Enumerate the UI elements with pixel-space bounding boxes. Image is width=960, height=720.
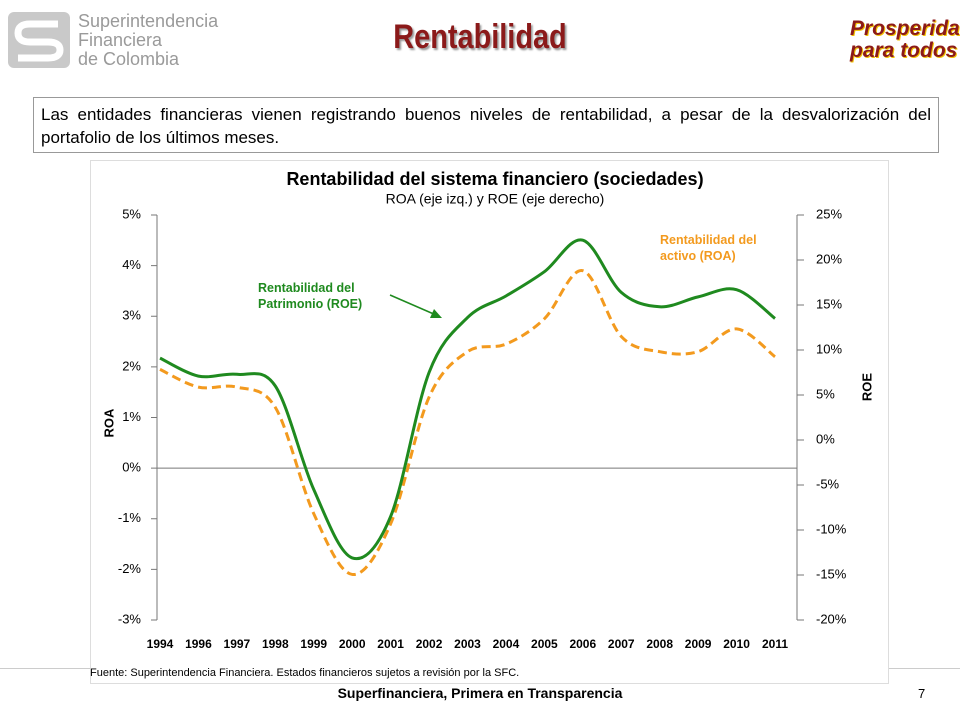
footer-text: Superfinanciera, Primera en Transparenci… — [337, 685, 623, 701]
y2-tick-label: 20% — [816, 251, 842, 266]
x-tick-label: 2006 — [569, 637, 596, 651]
y2-tick-label: 0% — [816, 431, 835, 446]
page-number: 7 — [918, 686, 926, 701]
x-tick-label: 1994 — [147, 637, 174, 651]
y2-axis-label: ROE — [859, 373, 874, 402]
brand-line: para todos — [850, 39, 958, 62]
x-tick-label: 2007 — [608, 637, 635, 651]
chart-panel — [90, 160, 889, 684]
y-tick-label: 5% — [122, 206, 141, 221]
y-tick-label: -2% — [118, 561, 142, 576]
x-tick-label: 2008 — [646, 637, 673, 651]
logo-text: Superintendencia Financiera de Colombia — [78, 12, 218, 69]
y-tick-label: 4% — [122, 257, 141, 272]
y-tick-label: 2% — [122, 358, 141, 373]
y2-tick-label: -10% — [816, 521, 847, 536]
roa-annotation: Rentabilidad del activo (ROA) — [660, 233, 757, 263]
x-tick-label: 1996 — [185, 637, 212, 651]
x-tick-label: 2003 — [454, 637, 481, 651]
x-tick-label: 2004 — [493, 637, 520, 651]
y2-tick-label: 10% — [816, 341, 842, 356]
x-tick-label: 2011 — [762, 637, 788, 651]
y-axis-label: ROA — [101, 408, 116, 438]
x-tick-label: 2000 — [339, 637, 366, 651]
y2-tick-label: 15% — [816, 296, 842, 311]
x-tick-label: 1997 — [224, 637, 251, 651]
y2-tick-label: -15% — [816, 566, 847, 581]
brand-line: Prosperidad — [850, 17, 960, 40]
y-tick-label: 3% — [122, 308, 141, 323]
x-tick-label: 2002 — [416, 637, 443, 651]
roe-annotation: Rentabilidad del Patrimonio (ROE) — [258, 281, 363, 311]
y2-tick-label: -5% — [816, 476, 840, 491]
logo-mark — [8, 12, 70, 68]
series-line — [159, 269, 776, 576]
y2-tick-label: 25% — [816, 206, 842, 221]
y2-tick-label: -20% — [816, 611, 847, 626]
chart-title: Rentabilidad del sistema financiero (soc… — [286, 169, 703, 189]
series-line — [159, 238, 776, 561]
slide-title: Rentabilidad — [393, 18, 567, 56]
x-tick-label: 2005 — [531, 637, 558, 651]
y-tick-label: -3% — [118, 611, 142, 626]
x-tick-label: 1999 — [300, 637, 327, 651]
logo-line: de Colombia — [78, 49, 180, 69]
x-tick-label: 2001 — [377, 637, 404, 651]
x-tick-label: 2009 — [685, 637, 712, 651]
x-tick-label: 1998 — [262, 637, 289, 651]
annotation-arrow — [389, 294, 437, 316]
source-note: Fuente: Superintendencia Financiera. Est… — [90, 667, 519, 679]
chart-subtitle: ROA (eje izq.) y ROE (eje derecho) — [386, 191, 605, 207]
logo-line: Financiera — [78, 30, 163, 50]
logo-line: Superintendencia — [78, 11, 219, 31]
y-tick-label: 1% — [122, 409, 141, 424]
y-tick-label: 0% — [122, 460, 141, 475]
intro-box: Las entidades financieras vienen registr… — [33, 97, 939, 153]
y2-tick-label: 5% — [816, 386, 835, 401]
x-tick-label: 2010 — [723, 637, 750, 651]
y-tick-label: -1% — [118, 510, 142, 525]
brand-logo: Prosperidad para todos — [850, 18, 960, 62]
annotation-arrowhead — [430, 309, 442, 318]
